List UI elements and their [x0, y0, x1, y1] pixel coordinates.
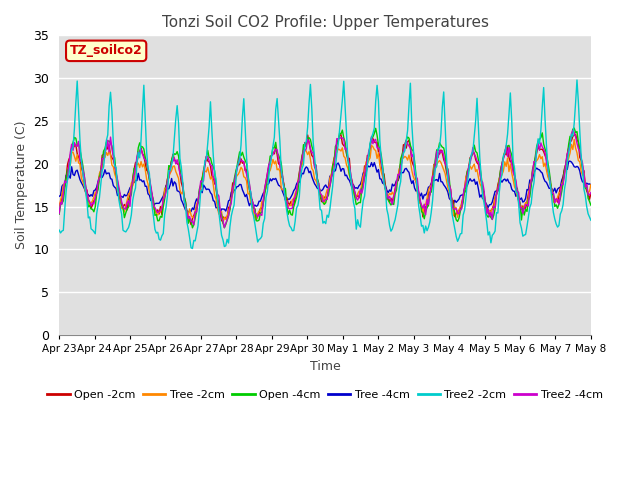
Title: Tonzi Soil CO2 Profile: Upper Temperatures: Tonzi Soil CO2 Profile: Upper Temperatur… — [161, 15, 488, 30]
Y-axis label: Soil Temperature (C): Soil Temperature (C) — [15, 121, 28, 250]
Text: TZ_soilco2: TZ_soilco2 — [70, 44, 143, 57]
Legend: Open -2cm, Tree -2cm, Open -4cm, Tree -4cm, Tree2 -2cm, Tree2 -4cm: Open -2cm, Tree -2cm, Open -4cm, Tree -4… — [43, 385, 607, 404]
X-axis label: Time: Time — [310, 360, 340, 372]
